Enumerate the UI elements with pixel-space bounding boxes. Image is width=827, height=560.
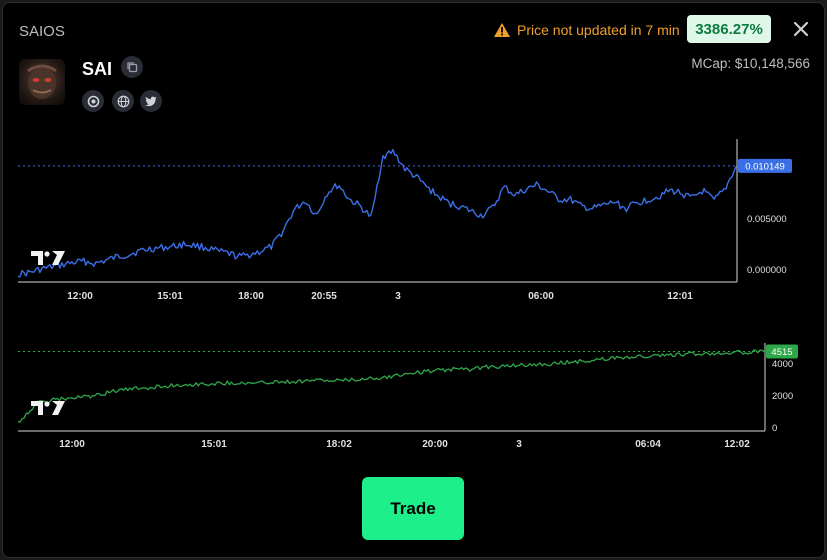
current-volume-label-bg bbox=[766, 344, 798, 359]
y-tick-label: 0.000000 bbox=[747, 265, 787, 276]
x-tick-label: 12:01 bbox=[667, 291, 693, 302]
market-cap: MCap: $10,148,566 bbox=[691, 56, 810, 71]
volume-chart: 4515 4000 2000 0 12:00 15:01 18:02 20:00… bbox=[17, 343, 798, 449]
x-tick-label: 18:00 bbox=[238, 291, 264, 302]
x-tick-label: 12:00 bbox=[67, 291, 93, 302]
website-link[interactable] bbox=[112, 90, 134, 112]
warning-text: Price not updated in 7 min bbox=[517, 22, 680, 38]
twitter-icon bbox=[145, 96, 157, 106]
token-avatar bbox=[19, 59, 65, 105]
price-warning: Price not updated in 7 min bbox=[493, 22, 680, 38]
percent-change-badge: 3386.27% bbox=[687, 15, 771, 43]
app-title: SAIOS bbox=[19, 23, 65, 40]
x-tick-label: 3 bbox=[395, 291, 401, 302]
close-icon[interactable] bbox=[791, 19, 811, 39]
telegram-icon bbox=[87, 95, 99, 107]
y-tick-label: 2000 bbox=[772, 391, 793, 402]
y-tick-label: 0.005000 bbox=[747, 214, 787, 225]
copy-address-button[interactable] bbox=[121, 56, 143, 78]
x-tick-label: 12:02 bbox=[724, 439, 750, 449]
x-tick-label: 15:01 bbox=[201, 439, 227, 449]
x-tick-label: 3 bbox=[516, 439, 522, 449]
y-tick-label: 0 bbox=[772, 423, 777, 434]
copy-icon bbox=[127, 62, 138, 73]
twitter-link[interactable] bbox=[140, 90, 162, 112]
telegram-link[interactable] bbox=[82, 90, 104, 112]
warning-triangle-icon bbox=[494, 23, 510, 37]
x-tick-label: 15:01 bbox=[157, 291, 183, 302]
current-volume-label: 4515 bbox=[771, 347, 792, 358]
price-chart: 0.010149 0.005000 0.000000 12:00 15:01 1… bbox=[18, 139, 792, 302]
current-price-label: 0.010149 bbox=[745, 161, 785, 172]
x-tick-label: 12:00 bbox=[59, 439, 85, 449]
current-price-label-bg bbox=[738, 158, 792, 173]
tradingview-logo bbox=[31, 401, 65, 415]
x-tick-label: 20:55 bbox=[311, 291, 337, 302]
trade-button[interactable]: Trade bbox=[362, 477, 464, 540]
x-tick-label: 18:02 bbox=[326, 439, 352, 449]
x-tick-label: 06:00 bbox=[528, 291, 554, 302]
x-tick-label: 20:00 bbox=[422, 439, 448, 449]
globe-icon bbox=[117, 95, 129, 107]
tradingview-logo bbox=[31, 251, 65, 265]
x-tick-label: 06:04 bbox=[635, 439, 661, 449]
token-name: SAI bbox=[82, 59, 113, 79]
y-tick-label: 4000 bbox=[772, 359, 793, 370]
